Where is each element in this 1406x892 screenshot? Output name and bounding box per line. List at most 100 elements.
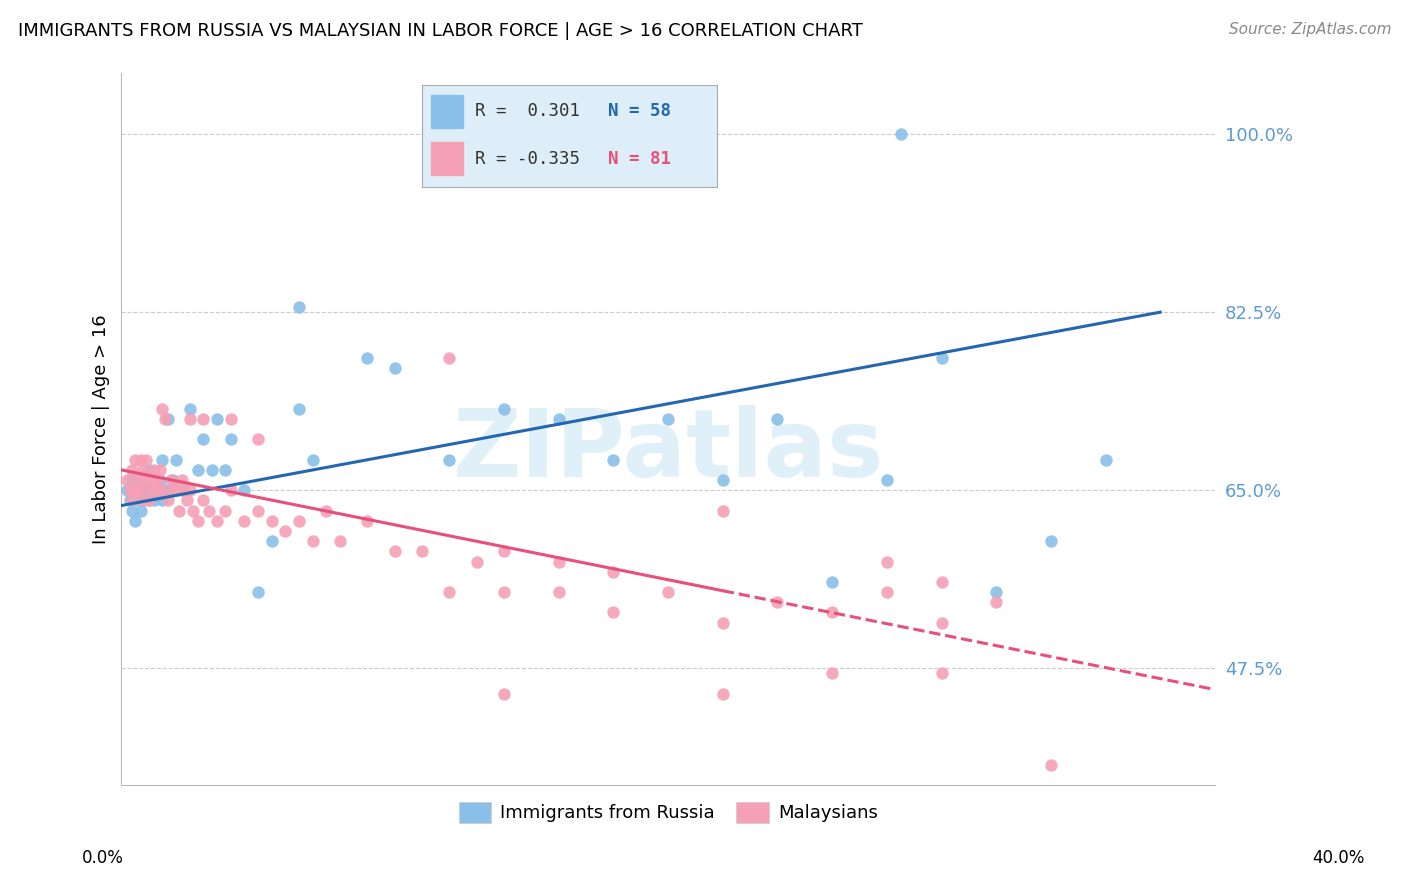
- Point: [547, 585, 569, 599]
- Point: [152, 493, 174, 508]
- Point: [121, 473, 143, 487]
- Point: [602, 452, 624, 467]
- Point: [547, 555, 569, 569]
- Point: [129, 483, 152, 498]
- Point: [138, 493, 160, 508]
- Point: [301, 534, 323, 549]
- Point: [115, 483, 138, 498]
- Point: [124, 483, 146, 498]
- Point: [876, 473, 898, 487]
- Point: [1094, 452, 1116, 467]
- Point: [159, 483, 181, 498]
- Point: [187, 463, 209, 477]
- Point: [170, 473, 193, 487]
- Point: [1039, 534, 1062, 549]
- Point: [465, 555, 488, 569]
- Point: [821, 666, 844, 681]
- Point: [602, 606, 624, 620]
- Point: [329, 534, 352, 549]
- Point: [138, 463, 160, 477]
- Point: [165, 483, 187, 498]
- Point: [176, 493, 198, 508]
- Point: [876, 585, 898, 599]
- Point: [146, 483, 169, 498]
- Point: [219, 412, 242, 426]
- Point: [384, 361, 406, 376]
- Text: ZIPatlas: ZIPatlas: [453, 405, 884, 497]
- Point: [288, 401, 311, 416]
- Point: [127, 483, 149, 498]
- Point: [986, 595, 1008, 609]
- Text: 0.0%: 0.0%: [82, 849, 124, 867]
- Point: [821, 574, 844, 589]
- Point: [132, 463, 155, 477]
- Y-axis label: In Labor Force | Age > 16: In Labor Force | Age > 16: [93, 314, 110, 544]
- Point: [129, 452, 152, 467]
- Text: Source: ZipAtlas.com: Source: ZipAtlas.com: [1229, 22, 1392, 37]
- Point: [143, 483, 166, 498]
- Point: [132, 493, 155, 508]
- Point: [247, 503, 270, 517]
- Point: [115, 473, 138, 487]
- Point: [138, 473, 160, 487]
- Point: [384, 544, 406, 558]
- Point: [127, 473, 149, 487]
- Point: [439, 452, 461, 467]
- Point: [219, 433, 242, 447]
- Point: [118, 483, 141, 498]
- Point: [156, 493, 179, 508]
- Point: [439, 585, 461, 599]
- Point: [127, 473, 149, 487]
- Point: [214, 463, 236, 477]
- Point: [146, 483, 169, 498]
- Text: 40.0%: 40.0%: [1312, 849, 1365, 867]
- Point: [138, 493, 160, 508]
- Point: [165, 452, 187, 467]
- Point: [889, 127, 911, 141]
- Point: [143, 493, 166, 508]
- Point: [821, 606, 844, 620]
- Point: [547, 412, 569, 426]
- Point: [187, 514, 209, 528]
- Point: [288, 300, 311, 314]
- Point: [247, 585, 270, 599]
- Point: [288, 514, 311, 528]
- Text: R = -0.335: R = -0.335: [475, 150, 579, 168]
- Point: [301, 452, 323, 467]
- Point: [149, 473, 172, 487]
- Point: [152, 401, 174, 416]
- Point: [153, 412, 176, 426]
- Point: [931, 615, 953, 630]
- Point: [135, 473, 157, 487]
- Point: [149, 463, 172, 477]
- Point: [876, 555, 898, 569]
- Point: [766, 595, 789, 609]
- Point: [411, 544, 433, 558]
- Point: [124, 483, 146, 498]
- Point: [127, 493, 149, 508]
- Point: [315, 503, 337, 517]
- Point: [931, 351, 953, 365]
- Point: [124, 514, 146, 528]
- Point: [260, 534, 283, 549]
- Point: [129, 473, 152, 487]
- Point: [711, 615, 734, 630]
- Point: [141, 483, 163, 498]
- Point: [143, 473, 166, 487]
- Point: [494, 544, 516, 558]
- Bar: [430, 95, 463, 128]
- Point: [205, 412, 228, 426]
- Point: [121, 463, 143, 477]
- Point: [179, 412, 201, 426]
- Point: [494, 687, 516, 701]
- Point: [931, 574, 953, 589]
- Point: [132, 483, 155, 498]
- Text: IMMIGRANTS FROM RUSSIA VS MALAYSIAN IN LABOR FORCE | AGE > 16 CORRELATION CHART: IMMIGRANTS FROM RUSSIA VS MALAYSIAN IN L…: [18, 22, 863, 40]
- Point: [233, 514, 256, 528]
- Point: [156, 412, 179, 426]
- Point: [439, 351, 461, 365]
- Point: [205, 514, 228, 528]
- Point: [179, 483, 201, 498]
- Point: [135, 483, 157, 498]
- Point: [657, 412, 679, 426]
